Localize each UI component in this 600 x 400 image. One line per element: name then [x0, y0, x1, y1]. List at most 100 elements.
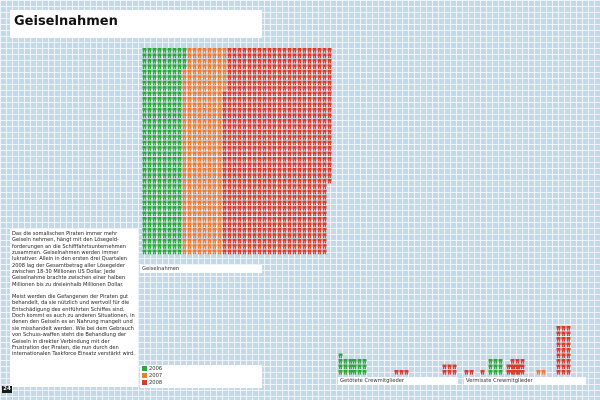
hostage-icon-2006	[162, 206, 167, 211]
hostage-icon-2006	[162, 107, 167, 113]
hostage-icon-2008	[272, 80, 277, 86]
hostage-icon-2007	[207, 102, 212, 108]
hostage-icon-2008	[267, 124, 272, 129]
hostage-icon-2007	[197, 97, 202, 102]
hostage-icon-2006	[177, 216, 182, 222]
hostage-icon-2008	[227, 58, 232, 64]
hostage-icon-2008	[242, 129, 247, 135]
hostage-icon-2006	[152, 64, 157, 69]
hostage-icon-2008	[297, 227, 302, 233]
hostage-icon-2006	[157, 233, 162, 238]
hostage-icon-2008	[327, 146, 332, 151]
hostage-icon-2006	[167, 238, 172, 244]
hostage-icon-2006	[162, 249, 167, 255]
hostage-icon-2008	[232, 146, 237, 151]
hostage-icon-2007	[197, 124, 202, 129]
hostage-icon-2006	[167, 129, 172, 135]
hostage-icon-2007	[212, 211, 217, 217]
hostage-icon-2007	[182, 167, 187, 173]
killed-icon-2008	[520, 370, 525, 375]
page-title: Geiselnahmen	[14, 14, 118, 29]
hostage-icon-2007	[212, 200, 217, 206]
hostage-icon-2008	[222, 173, 227, 178]
hostage-icon-2007	[202, 118, 207, 124]
hostage-icon-2008	[297, 135, 302, 140]
hostage-icon-2007	[217, 195, 222, 200]
hostage-icon-2008	[257, 86, 262, 91]
hostage-icon-2008	[307, 227, 312, 233]
hostage-icon-2008	[277, 211, 282, 217]
hostage-icon-2007	[197, 64, 202, 69]
hostage-icon-2007	[207, 227, 212, 233]
hostage-icon-2008	[242, 146, 247, 151]
hostage-icon-2008	[247, 48, 252, 53]
hostage-icon-2006	[142, 216, 147, 222]
hostage-icon-2006	[177, 238, 182, 244]
title-panel: Geiselnahmen	[10, 10, 262, 38]
hostage-icon-2008	[222, 211, 227, 217]
hostage-icon-2008	[237, 58, 242, 64]
hostage-icon-2008	[232, 189, 237, 195]
hostage-icon-2006	[177, 233, 182, 238]
hostage-icon-2007	[192, 129, 197, 135]
hostage-icon-2007	[187, 64, 192, 69]
hostage-icon-2006	[167, 151, 172, 157]
hostage-icon-2006	[172, 135, 177, 140]
hostage-icon-2006	[167, 157, 172, 162]
missing-icon-2007	[541, 370, 546, 375]
hostage-icon-2008	[227, 64, 232, 69]
hostage-icon-2008	[262, 233, 267, 238]
hostage-icon-2006	[142, 238, 147, 244]
hostage-icon-2008	[232, 184, 237, 189]
hostage-icon-2007	[187, 238, 192, 244]
hostage-icon-2007	[192, 102, 197, 108]
hostage-icon-2008	[317, 69, 322, 75]
missing-icon-2008	[556, 364, 561, 370]
hostage-icon-2008	[257, 211, 262, 217]
hostage-icon-2008	[292, 135, 297, 140]
hostage-icon-2008	[307, 157, 312, 162]
hostage-icon-2007	[202, 75, 207, 80]
body-paragraph-2: Meist werden die Gefangenen der Piraten …	[12, 294, 135, 358]
legend: 2006 2007 2008	[140, 365, 262, 388]
hostage-icon-2007	[222, 80, 227, 86]
hostage-icon-2008	[242, 211, 247, 217]
hostage-icon-2008	[242, 97, 247, 102]
hostage-icon-2008	[232, 113, 237, 118]
hostage-icon-2008	[232, 238, 237, 244]
hostage-icon-2008	[277, 69, 282, 75]
hostage-icon-2006	[147, 238, 152, 244]
hostage-icon-2008	[257, 206, 262, 211]
hostage-icon-2007	[197, 249, 202, 255]
hostage-icon-2007	[197, 107, 202, 113]
hostage-icon-2008	[232, 107, 237, 113]
hostage-icon-2007	[187, 118, 192, 124]
hostage-icon-2008	[252, 118, 257, 124]
hostage-icon-2007	[202, 173, 207, 178]
hostage-icon-2006	[177, 75, 182, 80]
hostage-icon-2008	[252, 97, 257, 102]
hostage-icon-2008	[262, 206, 267, 211]
hostage-icon-2008	[237, 233, 242, 238]
hostage-icon-2007	[187, 53, 192, 59]
hostage-icon-2008	[267, 64, 272, 69]
hostage-icon-2008	[262, 118, 267, 124]
hostage-icon-2008	[252, 107, 257, 113]
hostage-icon-2008	[237, 53, 242, 59]
hostage-icon-2006	[162, 140, 167, 146]
hostage-icon-2007	[197, 238, 202, 244]
hostage-icon-2008	[272, 162, 277, 168]
hostage-icon-2008	[267, 184, 272, 189]
hostage-icon-2007	[192, 146, 197, 151]
hostage-icon-2008	[302, 167, 307, 173]
hostage-icon-2006	[147, 244, 152, 249]
hostage-icon-2007	[212, 227, 217, 233]
hostage-icon-2008	[237, 151, 242, 157]
missing-icon-2008	[561, 337, 566, 342]
hostage-icon-2006	[167, 184, 172, 189]
hostage-icon-2007	[202, 64, 207, 69]
hostage-icon-2008	[237, 222, 242, 227]
hostage-icon-2008	[227, 118, 232, 124]
hostage-icon-2008	[262, 238, 267, 244]
hostage-icon-2008	[292, 58, 297, 64]
